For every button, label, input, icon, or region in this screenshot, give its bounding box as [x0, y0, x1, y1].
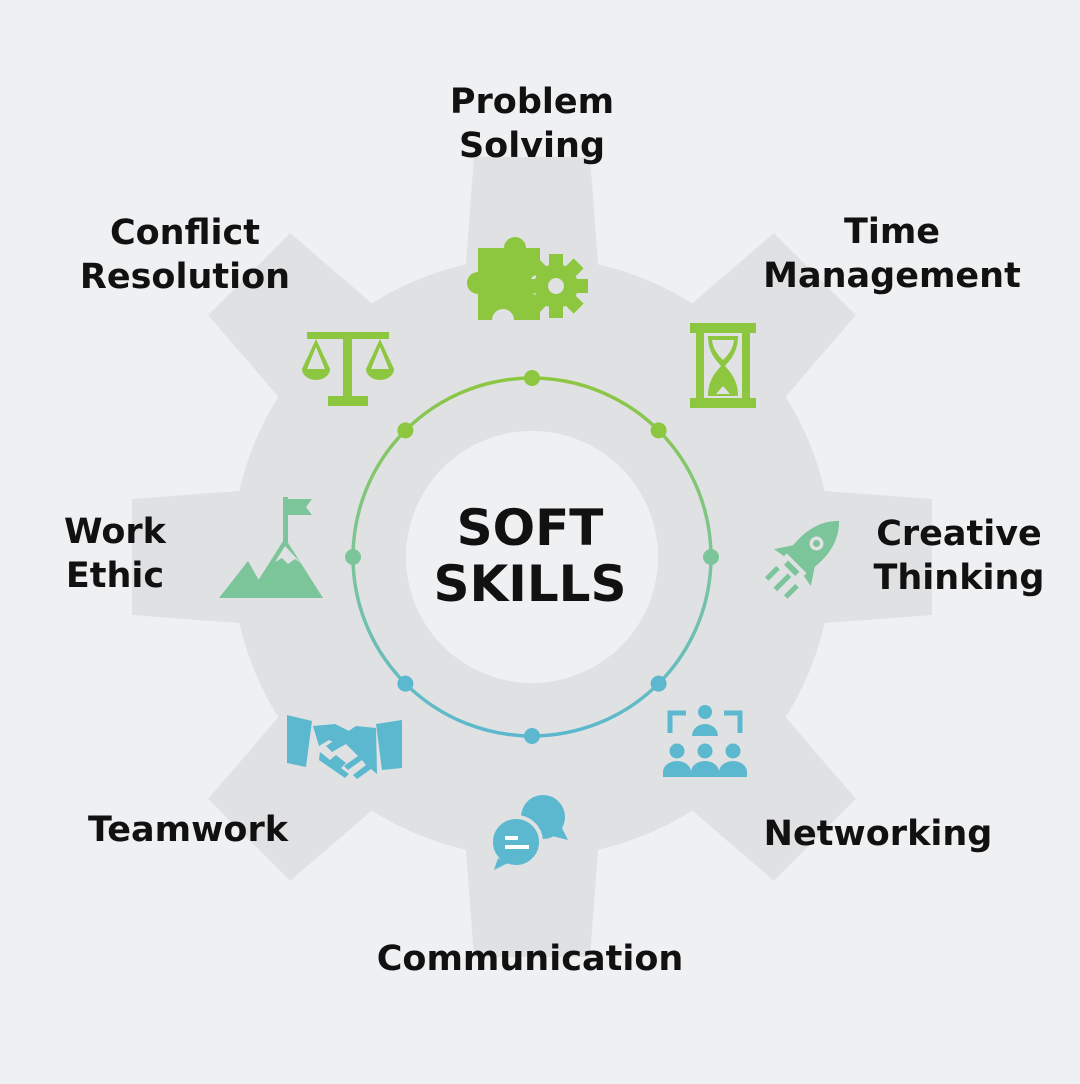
- label-creative-thinking: Creative Thinking: [869, 512, 1049, 600]
- label-work-ethic: Work Ethic: [55, 510, 175, 598]
- label-line: Communication: [376, 939, 684, 979]
- ring-node: [650, 422, 667, 439]
- label-teamwork: Teamwork: [78, 808, 298, 852]
- label-line: Conflict: [109, 213, 261, 253]
- ring-node: [345, 549, 361, 565]
- label-problem-solving: Problem Solving: [392, 80, 672, 168]
- label-line: Management: [763, 256, 1021, 296]
- label-networking: Networking: [758, 812, 998, 856]
- label-line: Problem: [449, 82, 615, 122]
- mountain-flag-icon: [219, 497, 323, 598]
- scales-icon: [302, 332, 394, 406]
- ring-node: [524, 728, 540, 744]
- label-line: Resolution: [79, 257, 291, 297]
- label-line: Teamwork: [88, 810, 288, 850]
- hourglass-icon: [690, 323, 756, 408]
- center-title-line1: SOFT: [456, 499, 604, 557]
- ring-node: [397, 675, 414, 692]
- center-title-line2: SKILLS: [433, 555, 627, 613]
- label-line: Thinking: [873, 558, 1045, 598]
- ring-nodes: [345, 370, 719, 744]
- label-line: Solving: [458, 126, 606, 166]
- label-line: Creative: [876, 514, 1042, 554]
- ring-node: [703, 549, 719, 565]
- ring-node: [650, 675, 667, 692]
- ring-node: [524, 370, 540, 386]
- network-people-icon: [663, 705, 747, 777]
- label-line: Ethic: [65, 556, 165, 596]
- label-line: Networking: [763, 814, 993, 854]
- label-conflict-resolution: Conflict Resolution: [60, 211, 310, 299]
- label-line: Time: [843, 212, 941, 252]
- speech-bubbles-icon: [489, 795, 568, 870]
- gear-hub: [406, 431, 658, 683]
- label-time-management: Time Management: [752, 210, 1032, 298]
- puzzle-gear-icon: [467, 237, 588, 320]
- rocket-icon: [764, 520, 840, 599]
- label-line: Work: [64, 512, 166, 552]
- ring-node: [397, 422, 414, 439]
- label-communication: Communication: [370, 937, 690, 981]
- center-title: SOFT SKILLS: [380, 500, 680, 612]
- handshake-icon: [287, 715, 402, 779]
